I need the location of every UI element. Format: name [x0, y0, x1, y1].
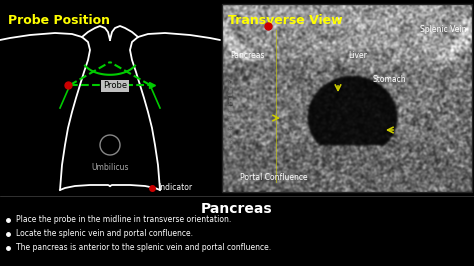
Text: Transverse View: Transverse View	[228, 14, 343, 27]
Text: Umbilicus: Umbilicus	[91, 163, 129, 172]
Text: Dr. Somi's Imaging Library: Dr. Somi's Imaging Library	[229, 77, 235, 143]
Text: Probe: Probe	[103, 81, 127, 90]
Text: Indicator: Indicator	[158, 184, 192, 193]
Text: Liver: Liver	[348, 51, 367, 60]
Text: Pancreas: Pancreas	[230, 51, 264, 60]
Text: Pancreas: Pancreas	[201, 202, 273, 216]
Text: Stomach: Stomach	[373, 76, 407, 85]
Bar	[222, 4, 472, 192]
Text: Probe Position: Probe Position	[8, 14, 110, 27]
Text: Splenic Vein: Splenic Vein	[420, 26, 467, 35]
Text: Locate the splenic vein and portal confluence.: Locate the splenic vein and portal confl…	[16, 230, 193, 239]
Text: Place the probe in the midline in transverse orientation.: Place the probe in the midline in transv…	[16, 215, 231, 225]
Text: Portal Confluence: Portal Confluence	[240, 173, 308, 182]
Text: The pancreas is anterior to the splenic vein and portal confluence.: The pancreas is anterior to the splenic …	[16, 243, 271, 252]
